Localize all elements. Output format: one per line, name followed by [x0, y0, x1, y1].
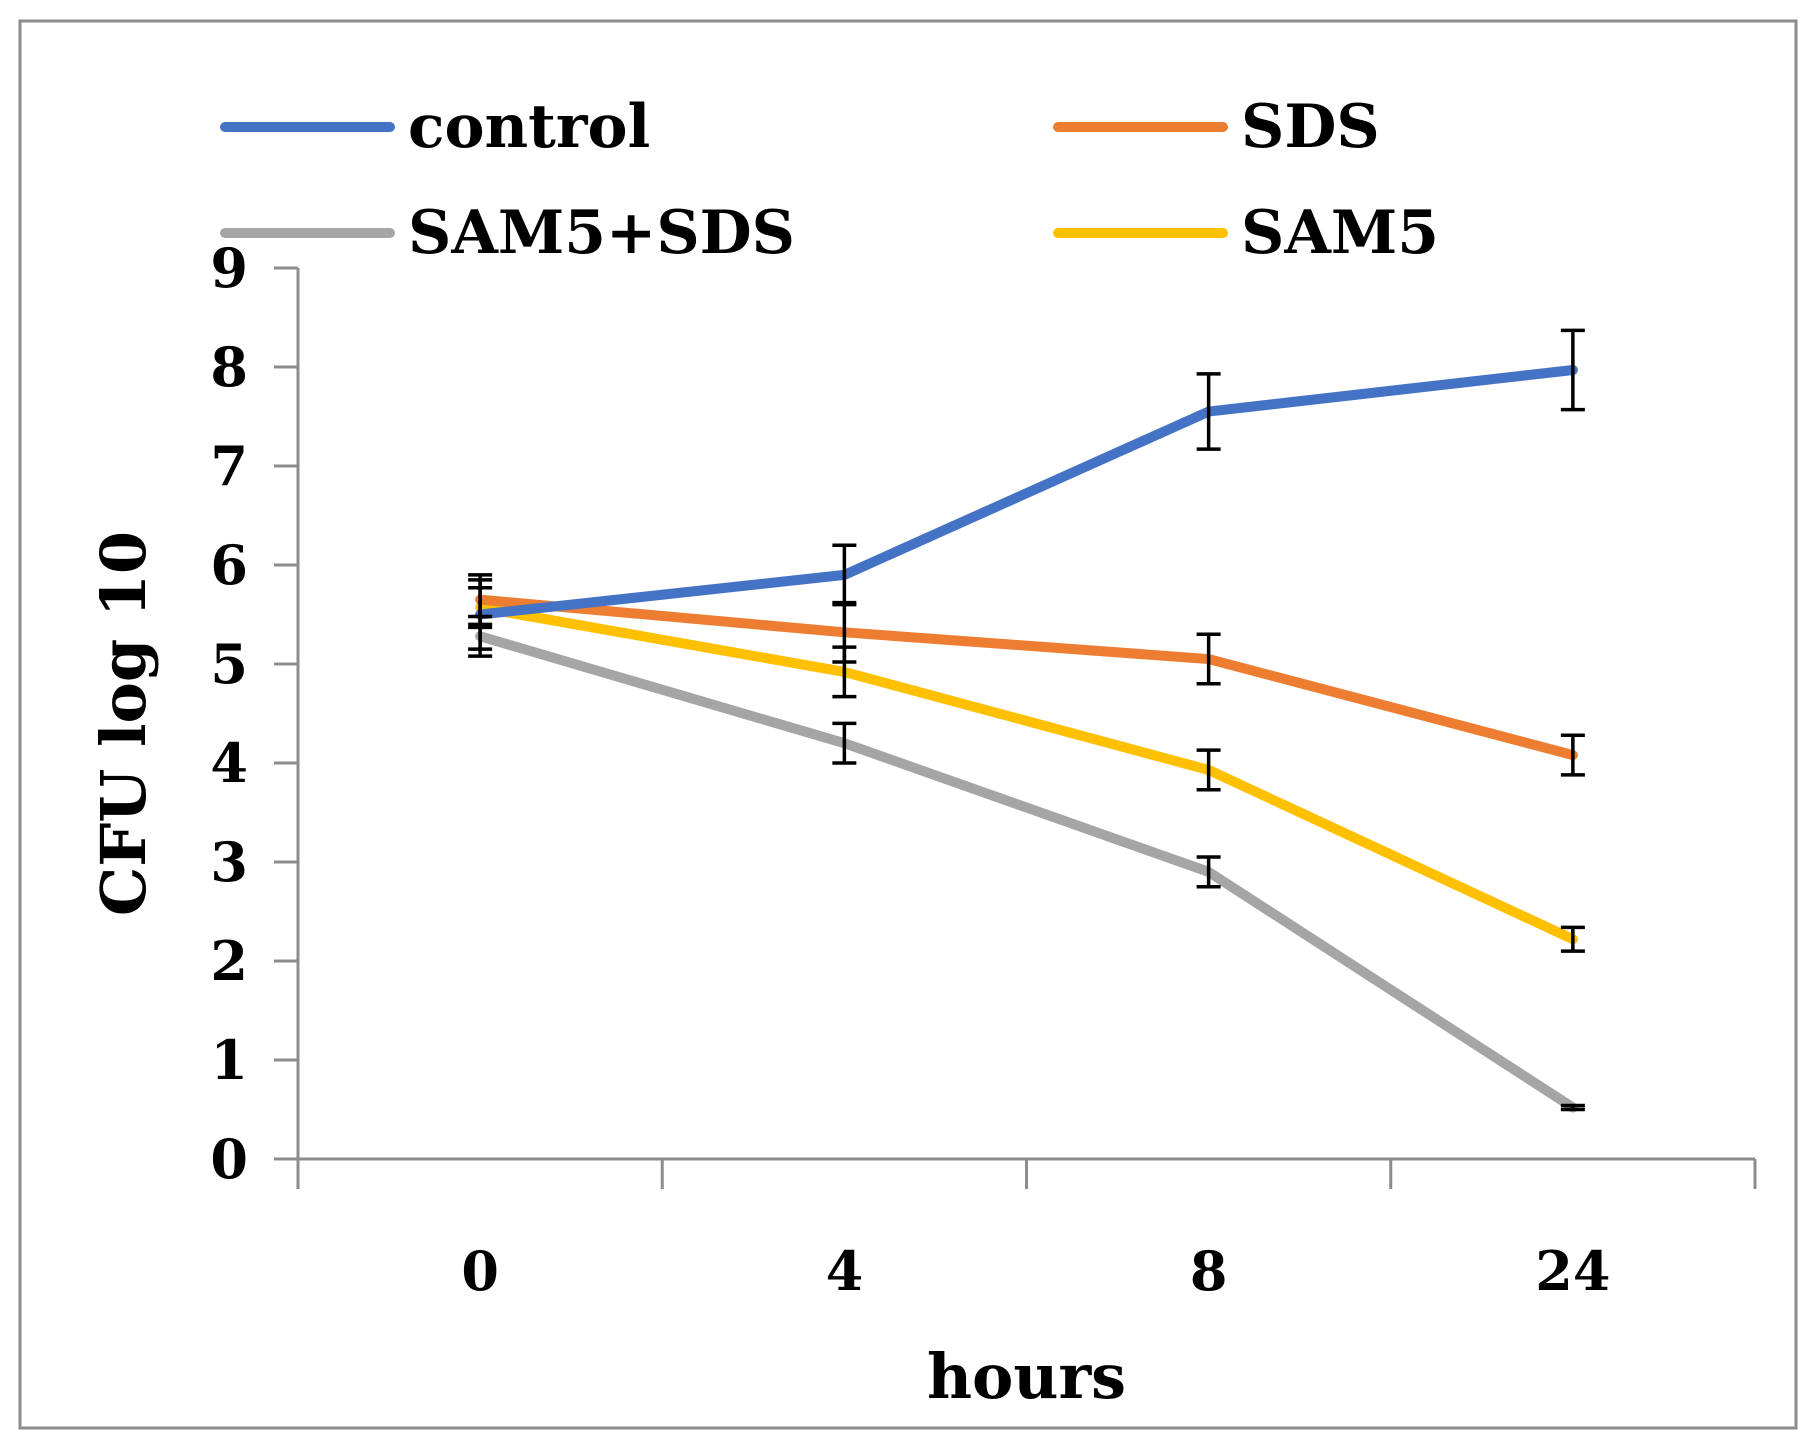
- error-bar: [1196, 748, 1221, 792]
- y-tick-label: 3: [210, 830, 248, 894]
- y-ticks: 0 1 2 3 4 5 6 7 8 9: [210, 236, 298, 1191]
- error-bar: [1560, 925, 1585, 953]
- error-bar: [1560, 328, 1585, 412]
- x-tick-label: 4: [826, 1239, 864, 1303]
- series-line-sds: [475, 594, 1578, 761]
- error-bar: [832, 645, 857, 699]
- series-line-control: [475, 364, 1578, 620]
- chart-border: [18, 19, 1798, 1430]
- error-bar: [1196, 855, 1221, 889]
- series-line-sam5: [475, 602, 1578, 945]
- legend-label: SAM5+SDS: [408, 198, 795, 268]
- x-tick-label: 0: [461, 1239, 499, 1303]
- y-tick-label: 8: [210, 335, 248, 399]
- error-bar: [832, 721, 857, 765]
- y-tick-label: 6: [210, 533, 248, 597]
- y-tick-label: 9: [210, 236, 248, 300]
- legend-label: SAM5: [1241, 198, 1439, 268]
- error-bar: [1560, 1103, 1585, 1112]
- legend-item: control: [220, 92, 650, 162]
- x-ticks: 0 4 8 24: [296, 1159, 1757, 1303]
- error-bar: [1560, 733, 1585, 777]
- y-tick-label: 1: [210, 1028, 248, 1092]
- x-axis-title: hours: [927, 1340, 1126, 1413]
- series-lines: [475, 364, 1578, 1113]
- legend-label: SDS: [1241, 92, 1380, 162]
- error-bar: [1196, 632, 1221, 686]
- series-line-sam5-sds: [475, 631, 1578, 1113]
- legend-label: control: [408, 92, 650, 162]
- y-tick-label: 4: [210, 731, 248, 795]
- y-tick-label: 5: [210, 632, 248, 696]
- legend-item: SDS: [1053, 92, 1380, 162]
- x-tick-label: 8: [1190, 1239, 1228, 1303]
- legend: control SDS SAM5+SDS SAM5: [220, 92, 1439, 268]
- legend-item: SAM5: [1053, 198, 1439, 268]
- y-tick-label: 0: [210, 1127, 248, 1191]
- y-axis-title: CFU log 10: [87, 531, 160, 916]
- y-tick-label: 7: [210, 434, 248, 498]
- error-bar: [468, 586, 493, 630]
- error-bar: [1196, 372, 1221, 451]
- legend-item: SAM5+SDS: [220, 198, 795, 268]
- error-bars: [468, 328, 1585, 1112]
- y-tick-label: 2: [210, 929, 248, 993]
- x-tick-label: 24: [1535, 1239, 1610, 1303]
